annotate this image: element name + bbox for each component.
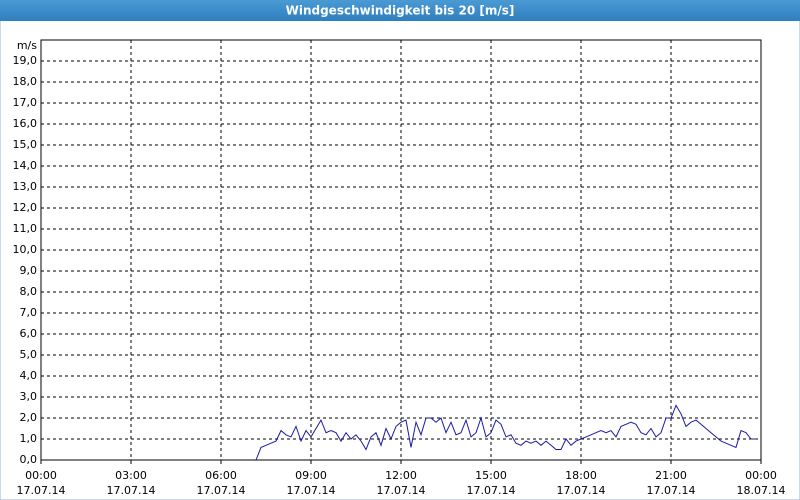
y-tick-label: 15,0: [13, 138, 38, 151]
x-tick-date: 17.07.14: [377, 484, 426, 497]
y-tick-label: 3,0: [20, 390, 38, 403]
x-tick-date: 17.07.14: [647, 484, 696, 497]
x-tick-label: 06:00: [205, 469, 237, 482]
y-tick-label: 10,0: [13, 243, 38, 256]
x-tick-label: 09:00: [295, 469, 327, 482]
x-tick-date: 17.07.14: [467, 484, 516, 497]
y-tick-label: 9,0: [20, 264, 38, 277]
y-tick-label: 18,0: [13, 75, 38, 88]
x-tick-date: 18.07.14: [737, 484, 786, 497]
x-tick-label: 12:00: [385, 469, 417, 482]
x-tick-label: 21:00: [655, 469, 687, 482]
x-tick-label: 00:00: [745, 469, 777, 482]
x-tick-date: 17.07.14: [107, 484, 156, 497]
x-tick-label: 15:00: [475, 469, 507, 482]
y-tick-label: 19,0: [13, 54, 38, 67]
data-line: [255, 404, 756, 461]
title-bar: [0, 0, 800, 21]
y-tick-label: 0,0: [20, 453, 38, 466]
y-tick-label: 17,0: [13, 96, 38, 109]
x-tick-label: 00:00: [25, 469, 57, 482]
y-tick-label: 14,0: [13, 159, 38, 172]
y-tick-label: 13,0: [13, 180, 38, 193]
chart-title: Windgeschwindigkeit bis 20 [m/s]: [286, 4, 515, 18]
y-tick-label: 16,0: [13, 117, 38, 130]
x-tick-date: 17.07.14: [557, 484, 606, 497]
y-tick-label: 12,0: [13, 201, 38, 214]
x-tick-date: 17.07.14: [17, 484, 66, 497]
x-tick-date: 17.07.14: [287, 484, 336, 497]
x-tick-label: 18:00: [565, 469, 597, 482]
y-tick-label: 1,0: [20, 432, 38, 445]
y-tick-label: 6,0: [20, 327, 38, 340]
y-tick-label: 2,0: [20, 411, 38, 424]
y-tick-label: 8,0: [20, 285, 38, 298]
y-tick-label: 4,0: [20, 369, 38, 382]
y-tick-label: 7,0: [20, 306, 38, 319]
y-tick-label: 11,0: [13, 222, 38, 235]
x-tick-date: 17.07.14: [197, 484, 246, 497]
y-axis-label: m/s: [17, 39, 37, 52]
x-tick-label: 03:00: [115, 469, 147, 482]
y-tick-label: 5,0: [20, 348, 38, 361]
